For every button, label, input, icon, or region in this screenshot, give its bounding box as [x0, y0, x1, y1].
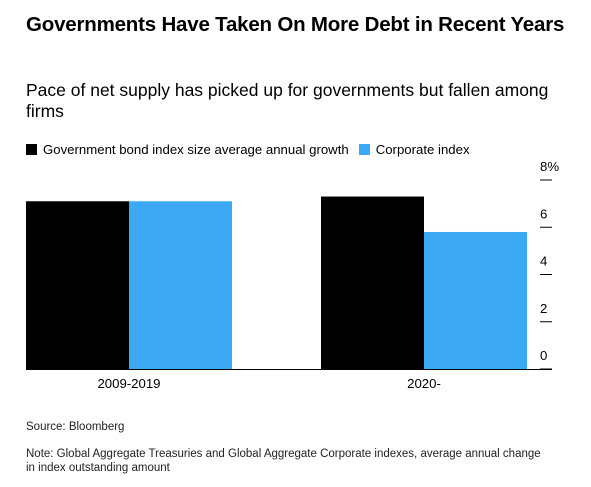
bar-corporate-2 — [424, 231, 527, 369]
y-tick-label: 4 — [540, 254, 547, 269]
chart-title: Governments Have Taken On More Debt in R… — [26, 13, 565, 36]
footnote: Note: Global Aggregate Treasuries and Gl… — [26, 448, 541, 474]
source-note: Source: Bloomberg — [26, 421, 125, 433]
x-tick-label: 2009-2019 — [97, 376, 160, 391]
bar-government-1 — [26, 201, 129, 369]
chart-subtitle: Pace of net supply has picked up for gov… — [26, 80, 549, 121]
y-tick-label: 8% — [540, 159, 559, 174]
legend-swatch-corporate — [358, 143, 370, 155]
legend: Government bond index size average annua… — [26, 141, 480, 157]
bar-corporate-1 — [129, 201, 232, 369]
y-tick-label: 2 — [540, 301, 547, 316]
y-tick-label: 0 — [540, 348, 547, 363]
legend-item-government: Government bond index size average annua… — [26, 142, 349, 157]
legend-swatch-government — [26, 143, 37, 155]
legend-label-government: Government bond index size average annua… — [43, 141, 349, 157]
x-tick-label: 2020- — [407, 376, 441, 391]
legend-item-corporate: Corporate index — [358, 141, 470, 157]
legend-label-corporate: Corporate index — [375, 141, 470, 157]
y-tick-label: 6 — [540, 206, 547, 221]
bar-government-2 — [321, 196, 424, 369]
